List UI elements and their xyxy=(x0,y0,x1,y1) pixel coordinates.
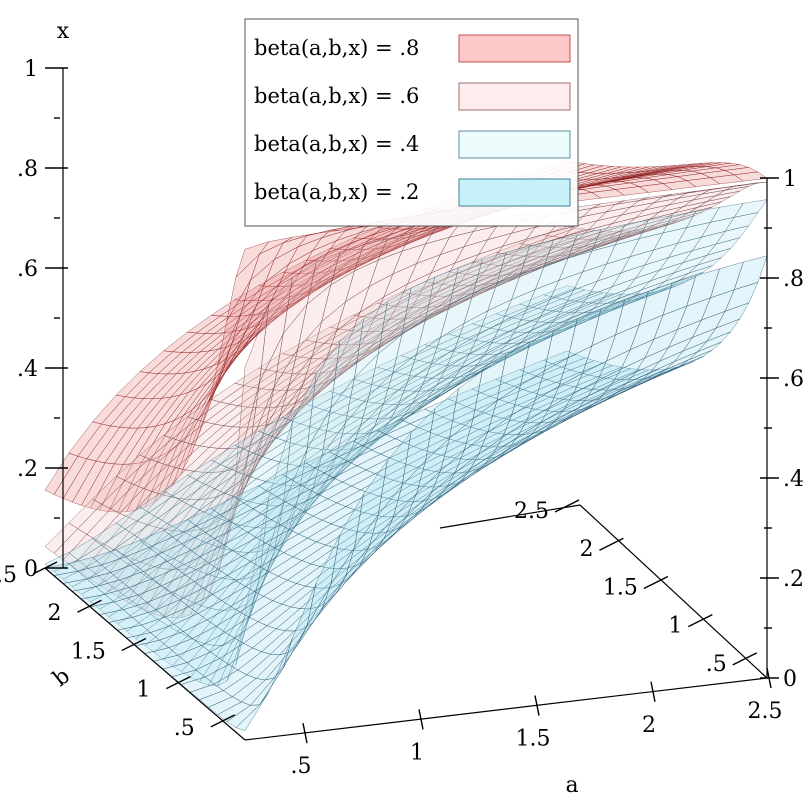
z-tick-label-right: .2 xyxy=(783,567,804,592)
b-tick xyxy=(77,599,102,613)
surface-3-patch xyxy=(733,255,768,291)
surface-2-patch xyxy=(733,199,768,218)
b-back-tick-label: .5 xyxy=(706,652,727,677)
surface-layer xyxy=(44,160,768,731)
a-tick xyxy=(534,695,540,716)
z-tick-label-right: .8 xyxy=(783,267,804,292)
legend-label-3: beta(a,b,x) = .2 xyxy=(254,180,419,204)
z-tick-label-right: 0 xyxy=(783,667,797,692)
legend-swatch-2 xyxy=(458,130,571,159)
z-tick-label-left: .8 xyxy=(17,157,38,182)
b-tick-label: 1 xyxy=(136,678,150,703)
z-tick-label-right: .4 xyxy=(783,467,804,492)
b-axis xyxy=(44,567,246,741)
z-tick-label-right: .6 xyxy=(783,367,804,392)
legend-label-0: beta(a,b,x) = .8 xyxy=(254,36,419,60)
z-tick-label-left: 0 xyxy=(24,557,38,582)
a-axis xyxy=(244,677,768,741)
a-tick xyxy=(302,722,308,744)
b-tick-label: 2 xyxy=(47,601,61,626)
b-tick xyxy=(210,714,236,728)
a-tick xyxy=(418,709,424,730)
a-tick-label: 1 xyxy=(410,740,424,765)
b-back-tick-label: 1 xyxy=(668,614,682,639)
surface-0 xyxy=(44,160,768,513)
z-tick-label-left: 1 xyxy=(24,57,38,82)
surface-1 xyxy=(44,181,768,619)
z-tick-label-right: 1 xyxy=(783,167,797,192)
b-back-tick xyxy=(554,499,580,513)
b-axis-back xyxy=(579,504,768,679)
a-tick xyxy=(650,681,656,702)
b-tick-label: 1.5 xyxy=(71,639,106,664)
b-back-tick-label: 2 xyxy=(579,537,593,562)
surface-1-patch xyxy=(734,181,768,187)
b-back-tick-label: 2.5 xyxy=(514,499,549,524)
b-tick-label: .5 xyxy=(174,716,195,741)
a-axis-back xyxy=(439,504,581,529)
b-tick-label: 2.5 xyxy=(0,563,17,588)
legend-label-2: beta(a,b,x) = .4 xyxy=(254,132,419,156)
z-tick-label-left: .6 xyxy=(17,257,38,282)
a-tick-label: 2 xyxy=(642,713,656,738)
x-axis-label: a xyxy=(565,773,578,798)
y-axis-label: b xyxy=(48,663,74,691)
legend-label-1: beta(a,b,x) = .6 xyxy=(254,84,419,108)
b-tick xyxy=(166,676,191,690)
a-tick-label: 2.5 xyxy=(748,699,783,724)
a-tick-label: 1.5 xyxy=(516,727,551,752)
legend-swatch-0 xyxy=(458,34,571,63)
surface-3 xyxy=(44,255,768,731)
a-tick xyxy=(766,667,772,689)
b-back-tick xyxy=(688,614,713,628)
b-back-tick xyxy=(732,652,758,666)
z-tick-label-left: .4 xyxy=(17,357,38,382)
b-back-tick-label: 1.5 xyxy=(603,575,638,600)
legend-swatch-1 xyxy=(458,82,571,111)
z-tick-label-left: .2 xyxy=(17,457,38,482)
z-axis-label: x xyxy=(57,19,70,44)
b-back-tick xyxy=(643,575,669,590)
a-tick-label: .5 xyxy=(291,754,312,779)
legend-swatch-3 xyxy=(458,178,571,207)
b-tick xyxy=(121,637,147,652)
tick-layer: 00.2.2.4.4.6.6.8.811.511.522.5.511.522.5… xyxy=(0,57,804,779)
legend: beta(a,b,x) = .8 beta(a,b,x) = .6 beta(a… xyxy=(244,18,579,227)
b-back-tick xyxy=(599,537,624,551)
b-tick xyxy=(32,561,58,575)
surface-0-patch xyxy=(733,171,768,182)
